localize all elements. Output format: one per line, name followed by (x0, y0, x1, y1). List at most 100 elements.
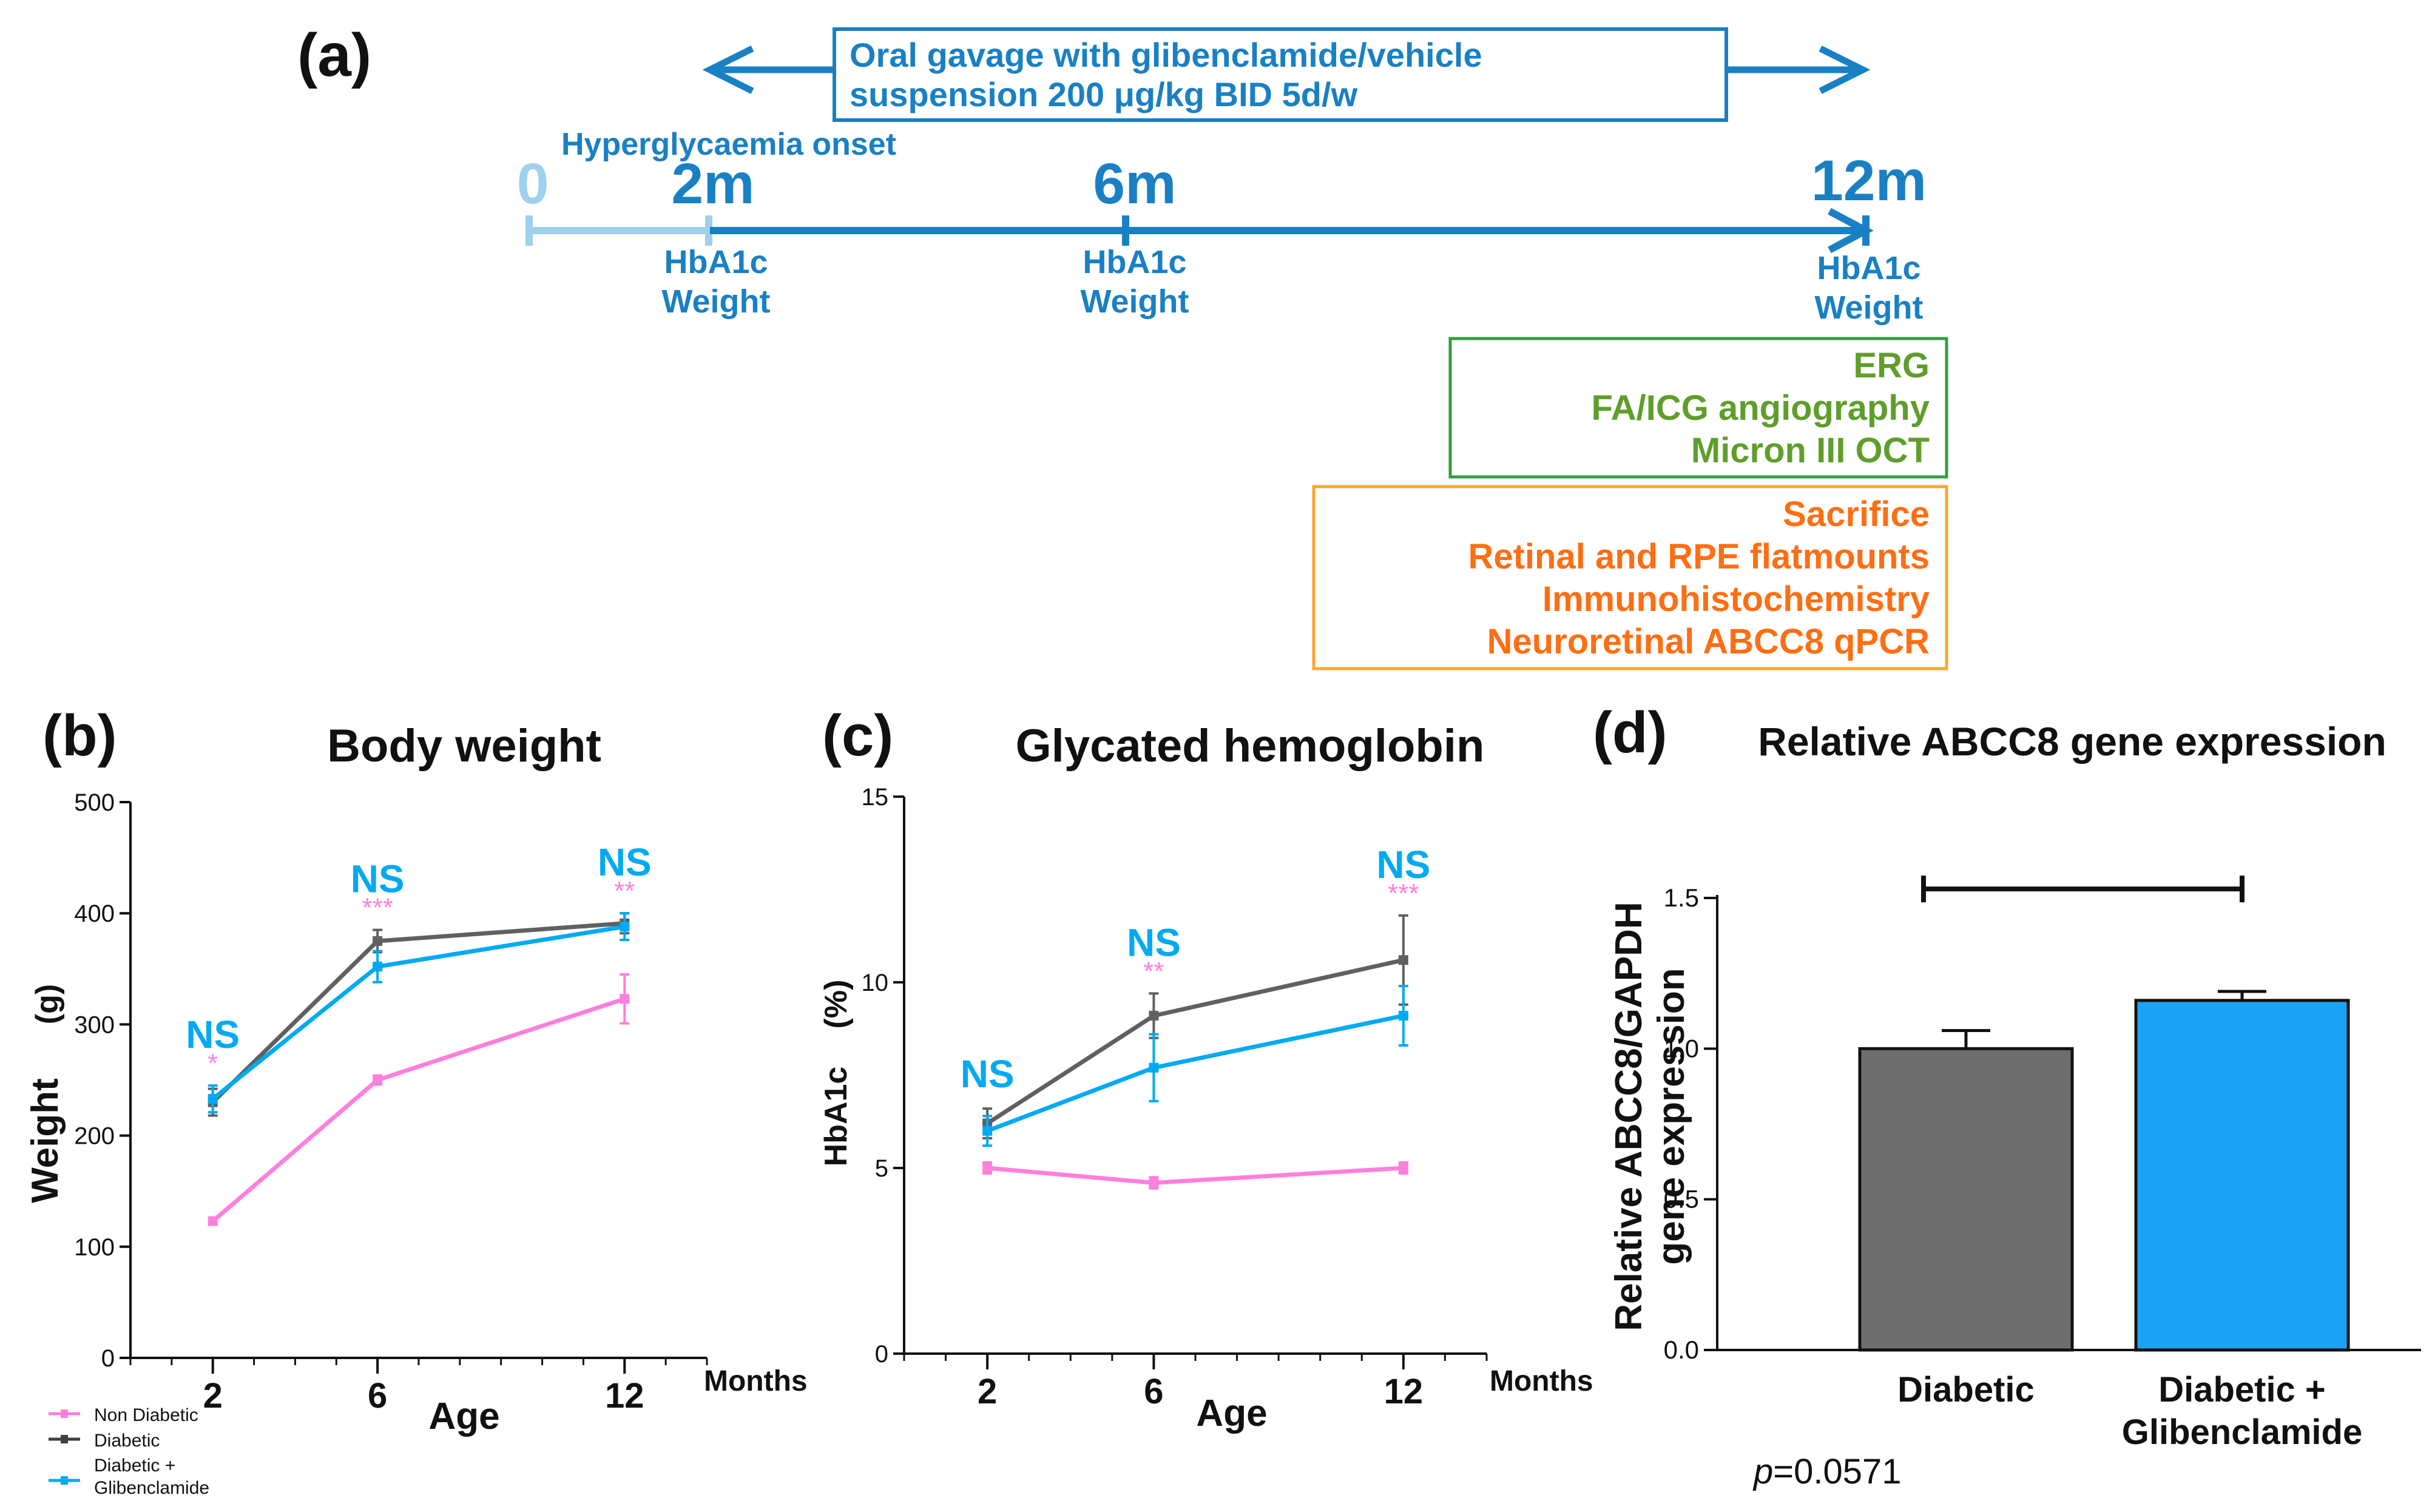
y-tick-label: 0 (101, 1345, 115, 1372)
panel-b-ylabel: Weight (24, 1078, 66, 1203)
tick-12-label: 12m (1811, 149, 1927, 213)
data-point-nondiabetic (620, 994, 630, 1004)
gavage-line-2: suspension 200 μg/kg BID 5d/w (850, 75, 1358, 113)
y-tick-label: 0.0 (1664, 1335, 1699, 1364)
legend-item-glib: Diabetic + Glibenclamide (49, 1456, 209, 1498)
data-point-glib (208, 1094, 218, 1104)
y-tick-label: 1.5 (1664, 883, 1699, 912)
panel-c-ylabel: HbA1c (819, 1067, 854, 1167)
series-line-glib (986, 1013, 1404, 1133)
gavage-arrow (702, 46, 1871, 94)
assessment-box (1448, 337, 1948, 479)
series-line-diabetic (211, 921, 625, 1104)
pvalue-text: =0.0571 (1773, 1452, 1901, 1491)
panel-b-axes: 0 100 200 300 400 500 2 6 12 (74, 789, 708, 1416)
series-line-diabetic (986, 957, 1404, 1126)
x-tick-label: 12 (1384, 1372, 1424, 1411)
legend-label-nondiabetic: Non Diabetic (94, 1405, 198, 1425)
significance-stars: *** (362, 893, 393, 923)
panel-d-cat-2a: Diabetic + (2158, 1370, 2326, 1409)
panel-d: (d) Relative ABCC8 gene expression 0.0 0.… (1593, 700, 2421, 1491)
data-point-nondiabetic (1149, 1178, 1159, 1188)
y-tick-label: 400 (74, 900, 115, 927)
y-tick-label: 10 (862, 970, 889, 996)
data-point-diabetic (373, 936, 383, 946)
data-point-nondiabetic (1398, 1163, 1408, 1173)
data-point-nondiabetic (208, 1216, 218, 1226)
significance-stars: ** (1143, 956, 1164, 986)
ns-label: NS (186, 1013, 240, 1056)
y-tick-label: 0 (875, 1341, 888, 1368)
panel-b-xunit: Months (704, 1365, 808, 1397)
panel-a: (a) Oral gavage with glibenclamide/vehic… (297, 21, 1948, 670)
legend: Non Diabetic Diabetic Diabetic + Glibenc… (49, 1405, 209, 1498)
hba1c-6m: HbA1c (1083, 244, 1186, 280)
panel-b-yunit: (g) (30, 984, 65, 1024)
panel-d-ylabel-2: gene expression (1650, 968, 1692, 1264)
y-tick-label: 0.5 (1664, 1185, 1699, 1213)
data-point-glib (1398, 1011, 1408, 1021)
ns-label: NS (961, 1052, 1015, 1096)
orange-item-1: Sacrifice (1783, 494, 1930, 534)
ns-label: NS (598, 840, 652, 884)
data-point-nondiabetic (982, 1163, 993, 1173)
pvalue: p=0.0571 (1752, 1452, 1902, 1491)
panel-c-title: Glycated hemoglobin (1016, 720, 1485, 772)
green-item-3: Micron III OCT (1691, 431, 1930, 470)
ns-label: NS (351, 857, 405, 901)
data-point-glib (1149, 1062, 1159, 1073)
data-point-diabetic (1149, 1011, 1159, 1021)
panel-d-ylabel-1: Relative ABCC8/GAPDH (1608, 902, 1650, 1331)
hba1c-12m: HbA1c (1817, 250, 1920, 286)
series-line-nondiabetic (987, 1166, 1404, 1185)
y-tick-label: 100 (74, 1234, 115, 1261)
x-tick-label: 6 (368, 1376, 387, 1416)
weight-2m: Weight (662, 283, 771, 320)
x-tick-label: 2 (978, 1372, 997, 1411)
gavage-line-1: Oral gavage with glibenclamide/vehicle (850, 36, 1482, 74)
panel-d-label: (d) (1593, 700, 1667, 765)
x-tick-label: 2 (203, 1376, 223, 1416)
orange-item-3: Immunohistochemistry (1542, 579, 1930, 619)
legend-label-glib-1: Diabetic + (94, 1456, 175, 1476)
data-point-glib (982, 1126, 993, 1136)
y-tick-label: 1.0 (1664, 1034, 1699, 1062)
panel-c-xunit: Months (1490, 1365, 1593, 1397)
sacrifice-box (1312, 485, 1948, 670)
panel-d-cat-2b: Glibenclamide (2122, 1412, 2362, 1452)
ns-label: NS (1127, 920, 1181, 964)
panel-c-axes: 0 5 10 15 2 6 12 (862, 784, 1488, 1411)
green-item-1: ERG (1853, 346, 1930, 385)
weight-6m: Weight (1081, 283, 1189, 320)
orange-item-4: Neuroretinal ABCC8 qPCR (1487, 622, 1930, 661)
onset-label: Hyperglycaemia onset (561, 127, 896, 162)
panel-c-xlabel: Age (1196, 1392, 1267, 1434)
panel-d-cat-1: Diabetic (1897, 1370, 2035, 1409)
pvalue-prefix: p (1752, 1452, 1773, 1491)
significance-stars: *** (1388, 879, 1419, 908)
data-point-glib (373, 962, 383, 972)
y-tick-label: 500 (74, 789, 115, 816)
data-point-nondiabetic (373, 1075, 383, 1085)
series-line-glib (211, 924, 625, 1101)
data-point-diabetic (1398, 955, 1408, 965)
ns-label: NS (1376, 843, 1430, 886)
tick-0-label: 0 (517, 152, 549, 216)
green-item-2: FA/ICG angiography (1592, 388, 1930, 428)
panel-c-marks: NS**NS***NS (961, 843, 1430, 1190)
y-tick-label: 300 (74, 1011, 115, 1038)
significance-stars: * (208, 1048, 218, 1078)
significance-stars: ** (614, 876, 635, 906)
legend-label-glib-2: Glibenclamide (94, 1478, 209, 1498)
legend-label-diabetic: Diabetic (94, 1431, 160, 1451)
hba1c-2m: HbA1c (664, 244, 768, 280)
orange-item-2: Retinal and RPE flatmounts (1468, 537, 1930, 576)
panel-c-label: (c) (822, 703, 893, 768)
panel-c-yunit: (%) (819, 980, 854, 1029)
gavage-box (833, 27, 1728, 122)
data-point-glib (620, 922, 630, 932)
x-tick-label: 12 (605, 1376, 644, 1416)
